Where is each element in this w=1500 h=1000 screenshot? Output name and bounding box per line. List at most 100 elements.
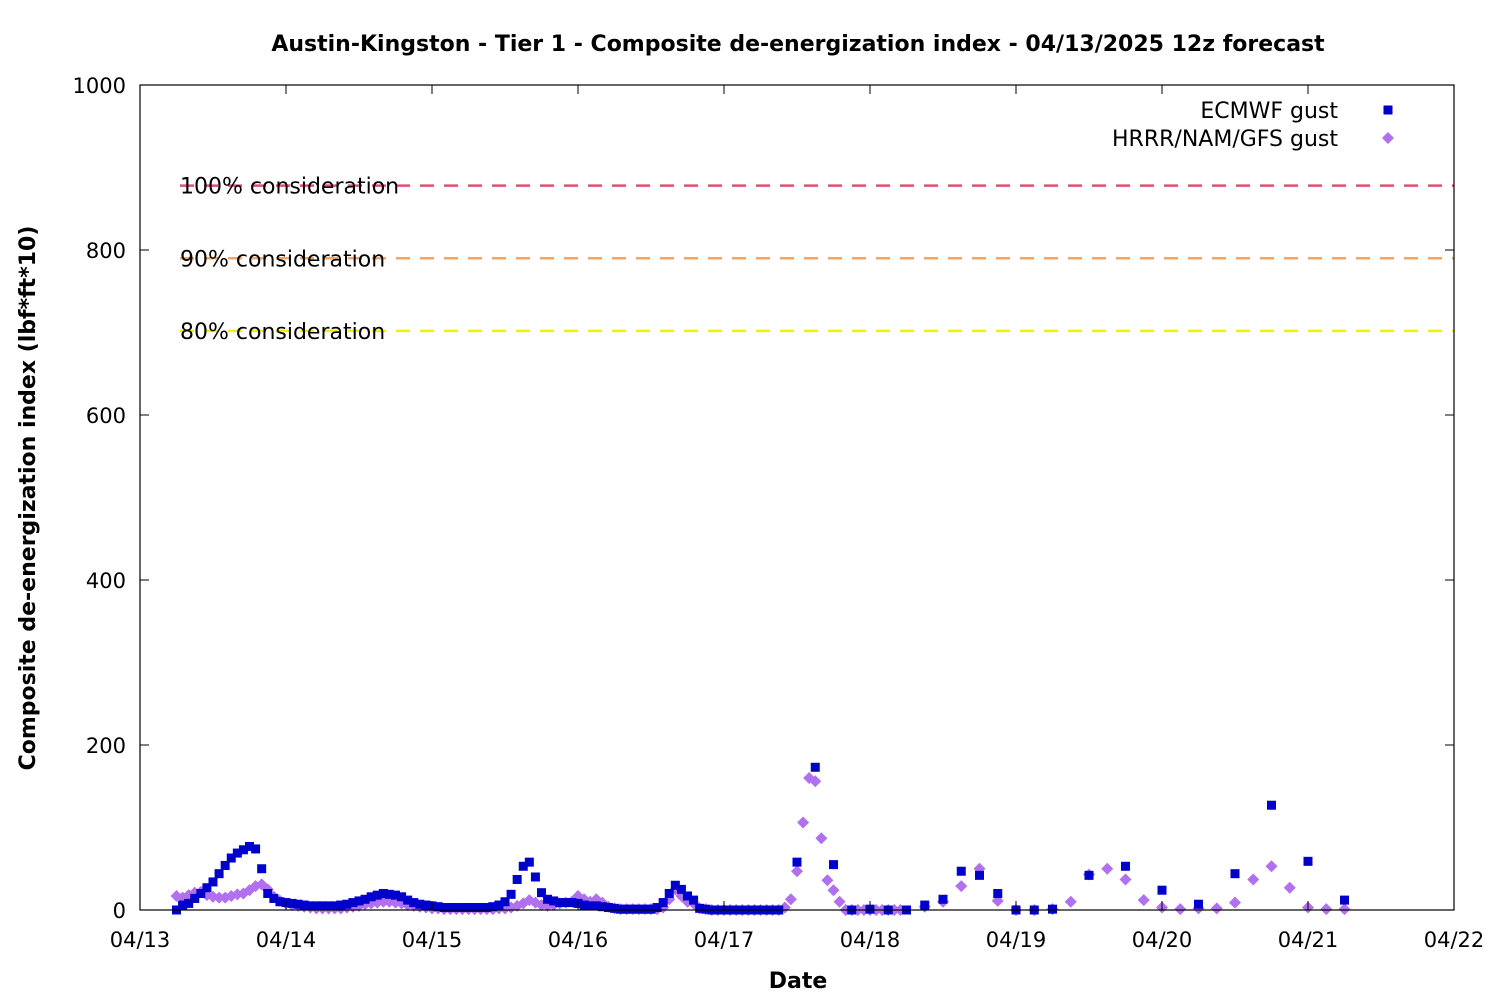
data-point [439, 903, 449, 913]
x-axis: 04/13 04/14 04/15 04/16 04/17 04/18 04/19 04/20… [110, 85, 1485, 952]
data-point [676, 884, 686, 894]
x-tick-label: 04/13 [110, 928, 171, 952]
data-point [634, 904, 644, 914]
data-point [464, 903, 473, 913]
data-point [445, 903, 455, 913]
data-point [603, 903, 613, 913]
data-point [646, 904, 656, 914]
data-point [543, 894, 553, 904]
data-point [512, 874, 522, 884]
data-point [415, 899, 425, 909]
x-tick-label: 04/21 [1278, 928, 1339, 952]
data-point [1119, 873, 1132, 886]
data-point [178, 900, 188, 910]
data-point [372, 890, 382, 900]
data-point [214, 869, 224, 879]
data-point [591, 901, 601, 911]
y-tick-label: 1000 [73, 74, 126, 98]
data-point [1064, 895, 1077, 908]
data-point [567, 898, 577, 908]
data-point [920, 900, 930, 910]
data-point [184, 898, 194, 908]
x-tick-label: 04/14 [256, 928, 317, 952]
data-point [293, 899, 303, 909]
x-tick-label: 04/18 [840, 928, 901, 952]
data-point [245, 841, 254, 851]
data-point [549, 896, 559, 906]
data-point [500, 897, 510, 907]
data-point [318, 901, 327, 911]
data-point [1283, 881, 1296, 894]
data-point [238, 845, 248, 855]
data-point [616, 904, 626, 914]
data-point [1194, 899, 1203, 909]
data-point [792, 857, 802, 867]
reference-line-label: 90% consideration [180, 247, 385, 272]
y-tick-label: 600 [86, 404, 126, 428]
data-point [1265, 860, 1278, 873]
data-point [791, 865, 803, 878]
data-point [555, 898, 565, 908]
data-point [1174, 903, 1187, 916]
data-point [305, 901, 315, 911]
data-point [457, 903, 467, 913]
data-point [1303, 856, 1313, 866]
data-point [670, 880, 680, 890]
data-point [470, 903, 480, 913]
data-point [202, 883, 212, 893]
data-point [628, 904, 638, 914]
data-point [797, 816, 810, 829]
data-point [689, 895, 699, 905]
data-point [232, 848, 242, 858]
data-point [809, 775, 822, 788]
data-point [220, 860, 230, 870]
data-point [1137, 894, 1150, 907]
data-point [397, 892, 407, 902]
data-point [330, 901, 340, 911]
reference-lines: 100% consideration 90% consideration 80% c… [180, 175, 1454, 345]
data-point [1267, 800, 1276, 810]
data-point [488, 902, 498, 912]
data-point [622, 904, 632, 914]
data-point [683, 891, 692, 901]
x-tick-label: 04/20 [1132, 928, 1193, 952]
y-axis-label: Composite de-energization index (lbf*ft*… [16, 226, 41, 771]
data-point [695, 903, 705, 913]
data-point [433, 902, 443, 912]
data-point [257, 864, 267, 874]
data-point [482, 903, 492, 913]
y-axis: 0 200 400 600 800 1000 [73, 74, 1454, 923]
x-tick-label: 04/22 [1424, 928, 1485, 952]
data-point [384, 889, 394, 899]
x-tick-label: 04/15 [402, 928, 463, 952]
data-point [299, 900, 309, 910]
data-point [610, 903, 619, 913]
chart-title: Austin-Kingston - Tier 1 - Composite de-… [271, 32, 1325, 57]
data-point [213, 891, 226, 904]
data-point [1048, 904, 1057, 914]
data-point [1210, 902, 1223, 915]
y-tick-label: 400 [86, 569, 126, 593]
data-point [226, 853, 236, 863]
data-point [409, 898, 419, 908]
data-point [324, 901, 334, 911]
data-point [524, 857, 534, 867]
data-point [506, 889, 516, 899]
data-point [451, 903, 461, 913]
data-point [579, 900, 589, 910]
data-point [829, 860, 838, 870]
data-point [585, 901, 595, 911]
data-point [993, 889, 1003, 898]
data-point [196, 889, 206, 898]
data-point [652, 903, 662, 913]
data-point [537, 888, 546, 898]
reference-line-label: 100% consideration [180, 175, 399, 200]
legend-entry-label: ECMWF gust [1200, 99, 1338, 124]
data-point [597, 902, 607, 912]
data-point [494, 900, 504, 910]
legend-marker [1382, 132, 1394, 144]
data-point [1340, 895, 1349, 905]
legend-entry-label: HRRR/NAM/GFS gust [1112, 127, 1338, 152]
data-point [938, 894, 948, 904]
